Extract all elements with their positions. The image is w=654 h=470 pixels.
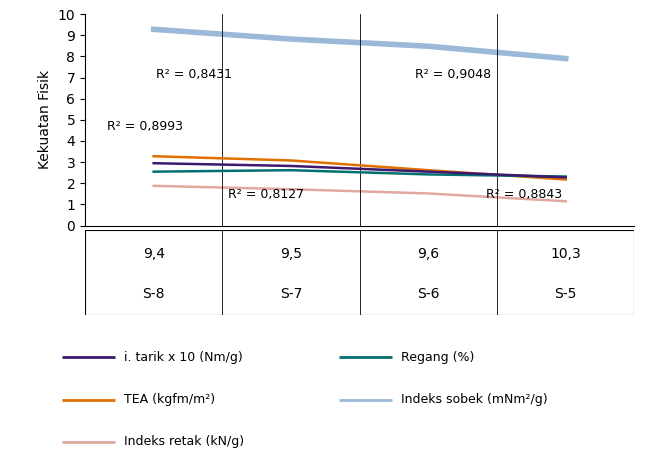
Text: 9,5: 9,5 [280, 247, 302, 261]
Text: 9,6: 9,6 [417, 247, 439, 261]
Text: R² = 0,8993: R² = 0,8993 [107, 120, 183, 133]
Text: TEA (kgfm/m²): TEA (kgfm/m²) [124, 393, 215, 406]
Text: Indeks retak (kN/g): Indeks retak (kN/g) [124, 435, 244, 448]
Text: R² = 0,8843: R² = 0,8843 [486, 188, 562, 201]
Text: S-5: S-5 [555, 287, 577, 301]
Text: Regang (%): Regang (%) [400, 351, 474, 364]
Text: R² = 0,8431: R² = 0,8431 [156, 68, 232, 80]
Text: S-8: S-8 [143, 287, 165, 301]
Y-axis label: Kekuatan Fisik: Kekuatan Fisik [38, 70, 52, 169]
Text: i. tarik x 10 (Nm/g): i. tarik x 10 (Nm/g) [124, 351, 243, 364]
Text: 10,3: 10,3 [550, 247, 581, 261]
Text: S-6: S-6 [417, 287, 439, 301]
Text: R² = 0,9048: R² = 0,9048 [415, 68, 490, 80]
Text: 9,4: 9,4 [143, 247, 165, 261]
Text: Indeks sobek (mNm²/g): Indeks sobek (mNm²/g) [400, 393, 547, 406]
Text: S-7: S-7 [280, 287, 302, 301]
Text: R² = 0,8127: R² = 0,8127 [228, 188, 304, 201]
